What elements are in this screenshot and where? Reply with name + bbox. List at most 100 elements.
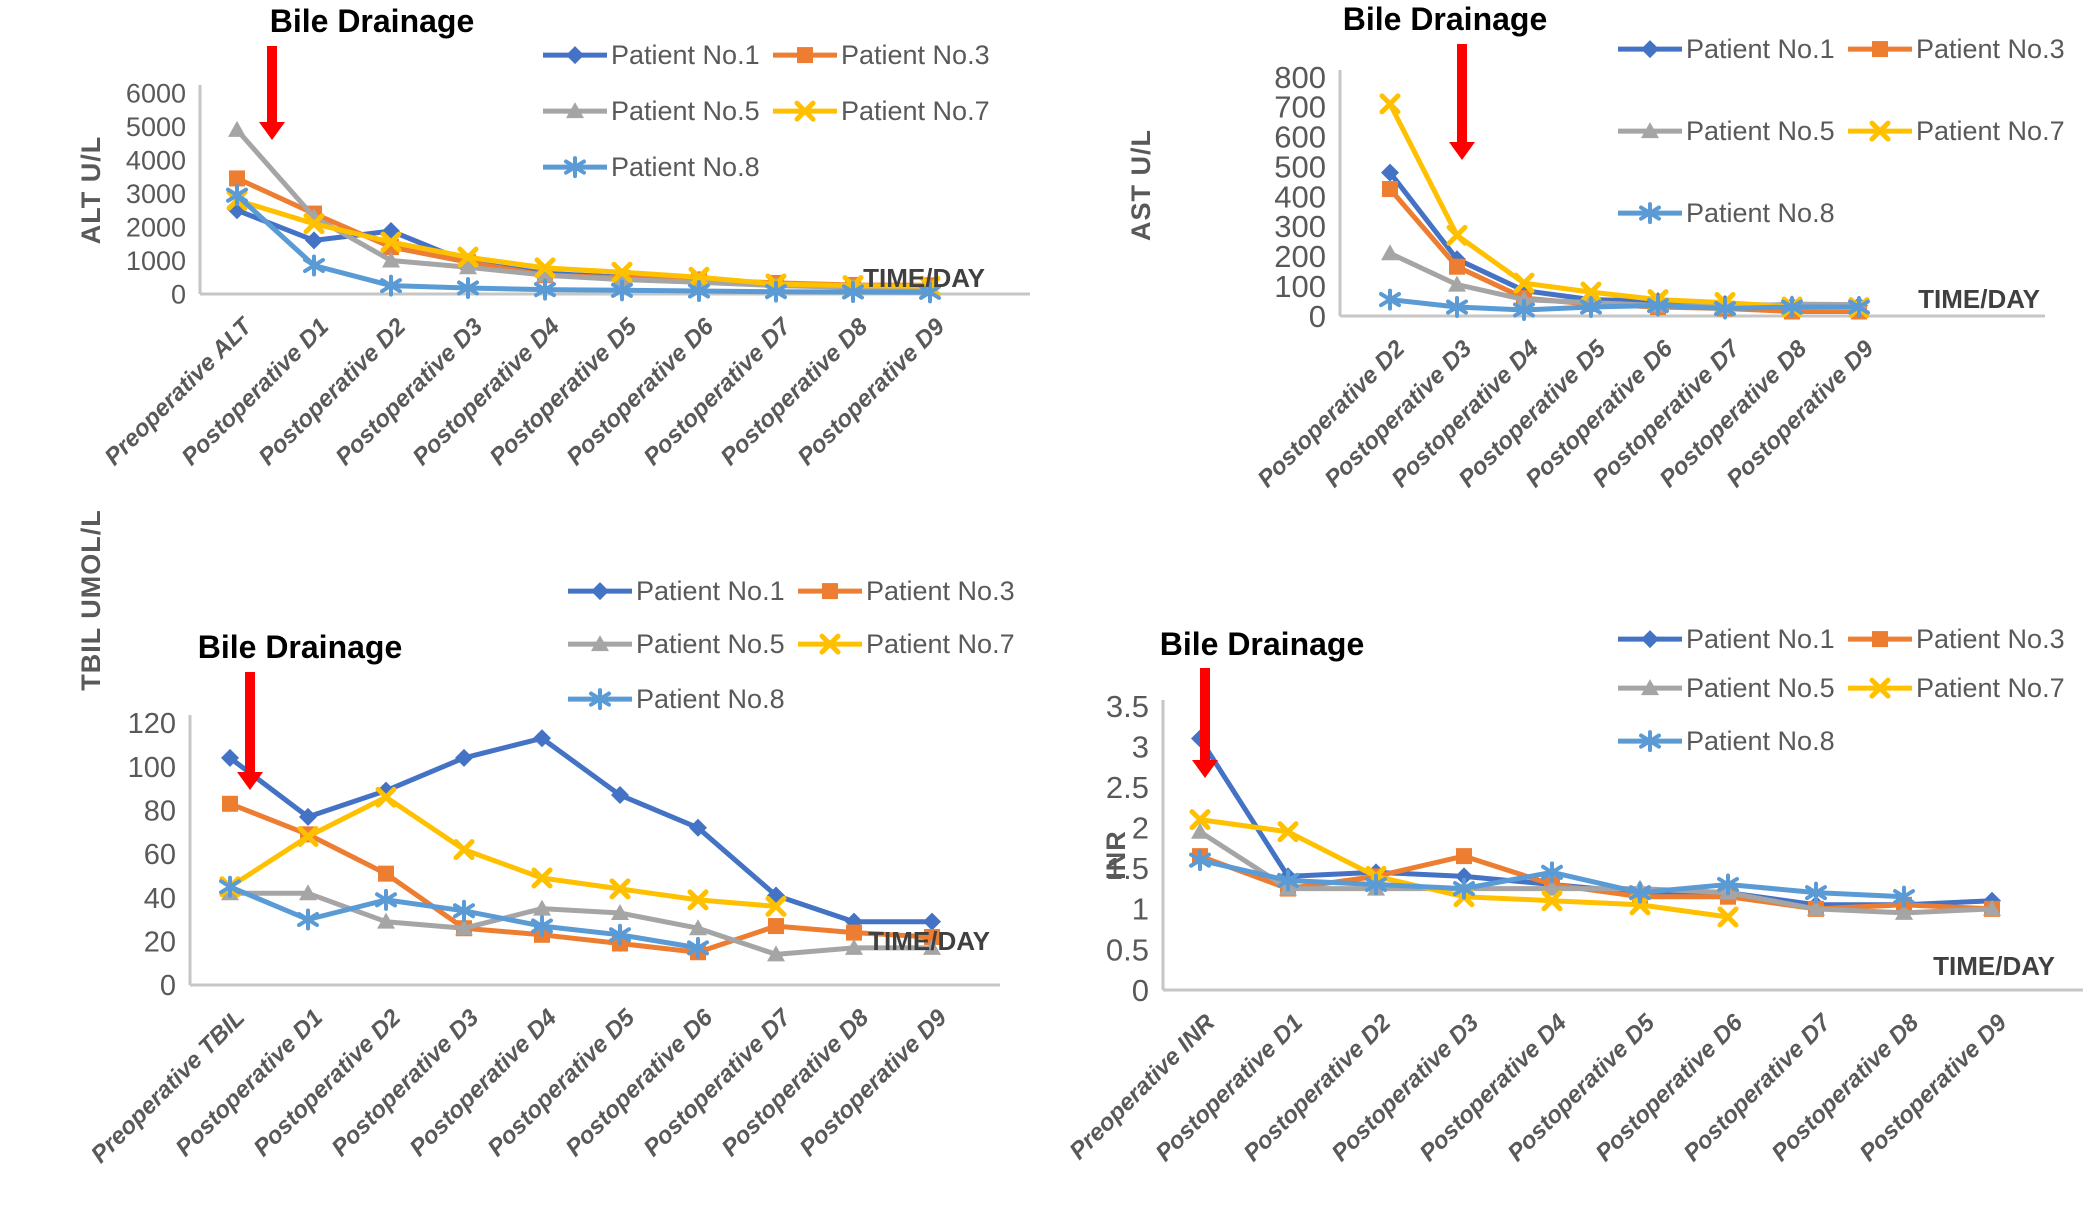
ast-legend-marker-patient-no-7 <box>1869 120 1891 142</box>
tbil-xtick-label: Postoperative D4 <box>405 1004 563 1162</box>
alt-marker-patient-no-8 <box>842 280 864 303</box>
ast-marker-patient-no-8 <box>1379 288 1401 311</box>
alt-xtick-label: Postoperative D1 <box>177 313 335 471</box>
alt-ytick-5000: 5000 <box>126 112 186 142</box>
tbil-legend-marker-patient-no-8 <box>589 688 611 711</box>
tbil-marker-patient-no-1 <box>221 748 239 767</box>
inr-marker-patient-no-7 <box>1717 906 1739 928</box>
inr-series-line-patient-no-5 <box>1197 829 1995 916</box>
alt-marker-patient-no-5 <box>613 270 631 287</box>
tbil-marker-patient-no-3 <box>846 924 862 941</box>
ast-marker-patient-no-8 <box>1781 296 1803 319</box>
tbil-legend-marker-patient-no-5 <box>591 635 609 652</box>
tbil-marker-patient-no-5 <box>299 884 317 901</box>
alt-xtick-label: Postoperative D7 <box>639 312 798 471</box>
inr-marker-patient-no-7 <box>1189 809 1211 831</box>
alt-xtick-label: Postoperative D2 <box>254 313 412 471</box>
alt-marker-patient-no-8 <box>457 276 479 299</box>
alt-legend-marker-patient-no-5 <box>566 102 584 119</box>
tbil-marker-patient-no-8 <box>297 908 319 931</box>
alt-ytick-3000: 3000 <box>126 179 186 209</box>
ast-marker-patient-no-5 <box>1448 275 1466 292</box>
ast-marker-patient-no-7 <box>1513 272 1535 294</box>
ast-ytick-200: 200 <box>1274 239 1326 274</box>
inr-xtick-label: Preoperative INR <box>1064 1009 1220 1165</box>
inr-legend-marker-patient-no-3 <box>1872 631 1888 648</box>
ast-series-line-patient-no-8 <box>1387 297 1862 313</box>
tbil-series-line-patient-no-1 <box>227 735 935 925</box>
inr-legend-marker-patient-no-1 <box>1641 630 1659 649</box>
inr-marker-patient-no-8 <box>1629 881 1651 904</box>
tbil-marker-patient-no-7 <box>609 878 631 900</box>
alt-xtick-label: Postoperative D3 <box>331 313 489 471</box>
tbil-marker-patient-no-5 <box>923 938 941 955</box>
tbil-series-line-patient-no-7 <box>227 794 779 909</box>
ast-legend-marker-patient-no-3 <box>1872 41 1888 58</box>
tbil-marker-patient-no-5 <box>533 899 551 916</box>
ast-marker-patient-no-8 <box>1513 299 1535 322</box>
inr-marker-patient-no-5 <box>1191 822 1209 839</box>
inr-xtick-label: Postoperative D5 <box>1503 1009 1661 1167</box>
inr-marker-patient-no-8 <box>1189 849 1211 872</box>
tbil-marker-patient-no-7 <box>687 889 709 911</box>
alt-series-line-patient-no-7 <box>234 197 933 289</box>
inr-legend-marker-patient-no-7 <box>1869 677 1891 699</box>
inr-marker-patient-no-5 <box>1983 899 2001 916</box>
alt-marker-patient-no-7 <box>688 266 710 288</box>
tbil-ytick-80: 80 <box>144 795 176 827</box>
tbil-marker-patient-no-1 <box>299 807 317 826</box>
inr-marker-patient-no-7 <box>1541 890 1563 912</box>
inr-ytick-2: 2 <box>1132 811 1149 846</box>
alt-marker-patient-no-8 <box>919 281 941 304</box>
alt-marker-patient-no-7 <box>534 257 556 279</box>
alt-marker-patient-no-8 <box>688 279 710 302</box>
inr-y-axis-title: INR <box>1101 830 1131 880</box>
tbil-legend-label-patient-no-3: Patient No.3 <box>866 576 1015 606</box>
ast-marker-patient-no-8 <box>1848 296 1870 319</box>
ast-ytick-300: 300 <box>1274 209 1326 244</box>
tbil-marker-patient-no-1 <box>533 729 551 748</box>
alt-marker-patient-no-5 <box>228 120 246 137</box>
tbil-marker-patient-no-8 <box>219 875 241 898</box>
ast-legend-marker-patient-no-8 <box>1639 202 1661 225</box>
tbil-marker-patient-no-8 <box>531 915 553 938</box>
tbil-legend-marker-patient-no-1 <box>591 582 609 601</box>
alt-arrowhead-icon <box>259 122 285 140</box>
ast-legend-label-patient-no-8: Patient No.8 <box>1686 198 1835 228</box>
ast-arrowhead-icon <box>1449 142 1475 160</box>
alt-xtick-label: Postoperative D6 <box>562 313 720 471</box>
ast-marker-patient-no-3 <box>1382 181 1398 198</box>
alt-marker-patient-no-1 <box>305 231 323 250</box>
ast-marker-patient-no-7 <box>1580 281 1602 303</box>
tbil-ytick-40: 40 <box>144 883 176 915</box>
alt-ytick-6000: 6000 <box>126 78 186 108</box>
tbil-xtick-label: Postoperative D6 <box>561 1004 719 1162</box>
inr-ytick-1: 1 <box>1132 892 1149 927</box>
tbil-xtick-label: Postoperative D9 <box>795 1004 953 1162</box>
ast-legend-marker-patient-no-1 <box>1641 40 1659 59</box>
tbil-marker-patient-no-1 <box>611 786 629 805</box>
alt-marker-patient-no-5 <box>459 258 477 275</box>
inr-legend-label-patient-no-5: Patient No.5 <box>1686 673 1835 703</box>
ast-legend-label-patient-no-3: Patient No.3 <box>1916 34 2065 64</box>
alt-marker-patient-no-8 <box>380 274 402 297</box>
tbil-xtick-label: Postoperative D7 <box>639 1003 798 1162</box>
tbil-marker-patient-no-7 <box>375 786 397 808</box>
ast-legend-marker-patient-no-5 <box>1641 122 1659 139</box>
inr-xtick-label: Postoperative D3 <box>1327 1009 1485 1167</box>
inr-ytick-3: 3 <box>1132 729 1149 764</box>
tbil-marker-patient-no-7 <box>765 895 787 917</box>
ast-time-axis-label: TIME/DAY <box>1918 284 2040 314</box>
inr-xtick-label: Postoperative D1 <box>1151 1009 1309 1167</box>
ast-ytick-700: 700 <box>1274 90 1326 125</box>
ast-ytick-100: 100 <box>1274 269 1326 304</box>
alt-marker-patient-no-7 <box>380 231 402 253</box>
ast-ytick-500: 500 <box>1274 149 1326 184</box>
inr-arrowhead-icon <box>1192 760 1218 778</box>
ast-marker-patient-no-7 <box>1446 224 1468 246</box>
inr-xtick-label: Postoperative D6 <box>1591 1009 1749 1167</box>
tbil-ytick-100: 100 <box>128 752 176 784</box>
inr-marker-patient-no-3 <box>1456 848 1472 865</box>
inr-marker-patient-no-8 <box>1541 861 1563 884</box>
alt-legend-marker-patient-no-3 <box>797 47 813 64</box>
